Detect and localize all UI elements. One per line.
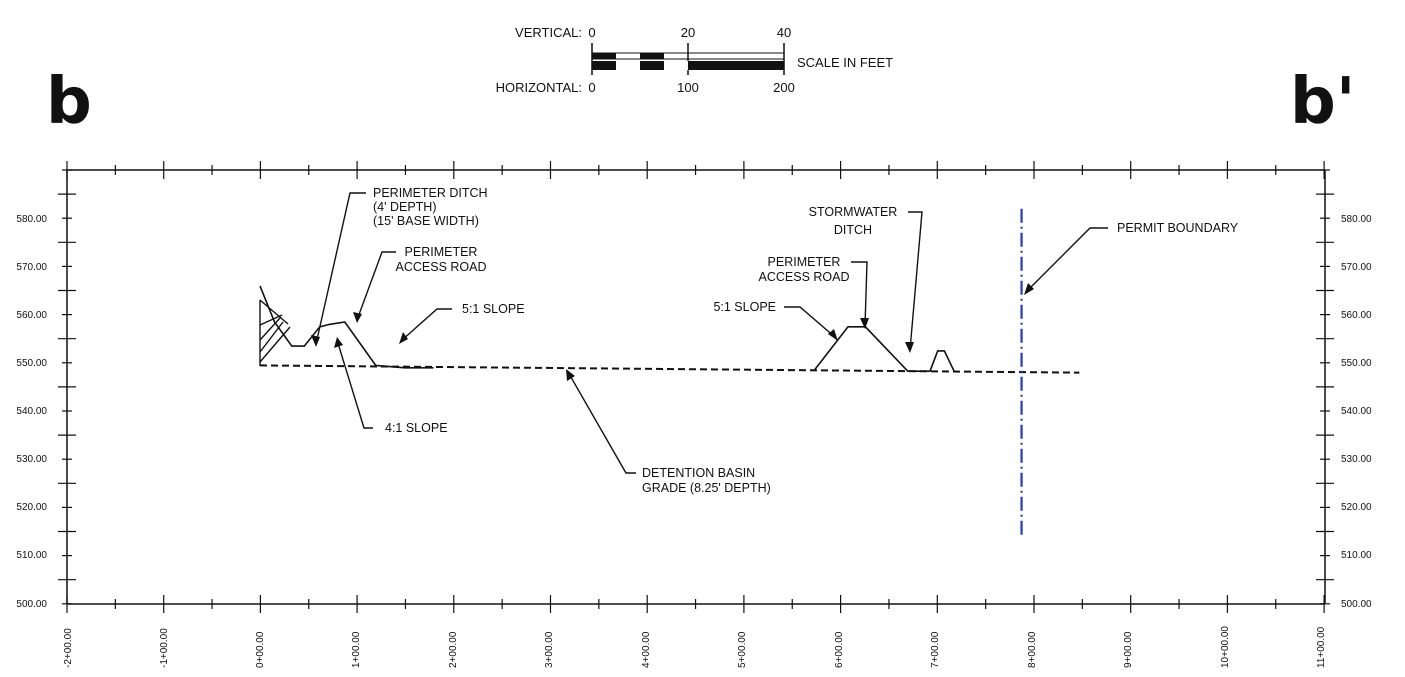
section-start-label: b <box>46 65 92 139</box>
station-label: 9+00.00 <box>1123 631 1134 668</box>
callout-text: PERIMETER DITCH <box>373 186 488 200</box>
station-label: 4+00.00 <box>641 631 652 668</box>
elev-label-right: 540.00 <box>1341 406 1372 417</box>
elevation-axis-right: 580.00 570.00 560.00 550.00 540.00 530.0… <box>1341 214 1372 610</box>
scale-vertical-tick-20: 20 <box>681 25 695 40</box>
callout-slope-left: 5:1 SLOPE <box>462 302 525 316</box>
ground-profile-left <box>259 285 434 369</box>
elev-label-left: 560.00 <box>16 310 47 321</box>
callout-stormwater-ditch: STORMWATER DITCH <box>809 205 898 237</box>
callout-leaders <box>315 192 1108 474</box>
elev-label-right: 510.00 <box>1341 550 1372 561</box>
station-label: 8+00.00 <box>1027 631 1038 668</box>
leader-perimeter-road-left <box>356 251 396 321</box>
callout-text: (15' BASE WIDTH) <box>373 214 479 228</box>
elev-label-right: 520.00 <box>1341 502 1372 513</box>
station-label: 7+00.00 <box>930 631 941 668</box>
detention-basin-grade-line <box>259 364 1080 374</box>
scale-units-label: SCALE IN FEET <box>797 55 893 70</box>
elev-label-left: 500.00 <box>16 599 47 610</box>
elev-label-right: 500.00 <box>1341 599 1372 610</box>
elev-label-left: 580.00 <box>16 214 47 225</box>
section-frame <box>66 169 1326 605</box>
scale-vertical-label: VERTICAL: <box>515 25 582 40</box>
leader-slope-left <box>400 308 452 342</box>
section-end-label: b' <box>1290 65 1356 139</box>
leader-perimeter-ditch <box>315 192 366 345</box>
scale-horizontal-label: HORIZONTAL: <box>496 80 582 95</box>
elev-label-right: 550.00 <box>1341 358 1372 369</box>
elev-label-left: 510.00 <box>16 550 47 561</box>
embankment-hatch <box>259 299 291 366</box>
scale-horizontal-tick-200: 200 <box>773 80 795 95</box>
callout-permit-boundary: PERMIT BOUNDARY <box>1117 221 1239 235</box>
elev-label-left: 530.00 <box>16 454 47 465</box>
station-label: 2+00.00 <box>448 631 459 668</box>
callout-perimeter-road-right: PERIMETER ACCESS ROAD <box>759 255 850 284</box>
elev-label-left: 550.00 <box>16 358 47 369</box>
callout-text: ACCESS ROAD <box>759 270 850 284</box>
callout-text: STORMWATER <box>809 205 898 219</box>
station-label: 3+00.00 <box>544 631 555 668</box>
elev-label-right: 560.00 <box>1341 310 1372 321</box>
station-axis: -2+00.00 -1+00.00 0+00.00 1+00.00 2+00.0… <box>63 626 1327 668</box>
leader-perimeter-road-right <box>851 261 868 327</box>
elev-label-right: 530.00 <box>1341 454 1372 465</box>
elev-label-left: 520.00 <box>16 502 47 513</box>
callout-text: PERIMETER <box>405 245 478 259</box>
leader-stormwater-ditch <box>908 211 923 351</box>
callout-text: PERIMETER <box>768 255 841 269</box>
callout-text: GRADE (8.25' DEPTH) <box>642 481 771 495</box>
callout-text: ACCESS ROAD <box>396 260 487 274</box>
callout-slope-right: 5:1 SLOPE <box>713 300 776 314</box>
ground-profile-right <box>813 325 955 373</box>
callout-slope-4to1: 4:1 SLOPE <box>385 421 448 435</box>
callout-arrowheads <box>311 283 1034 381</box>
frame-ticks <box>58 161 1334 613</box>
station-label: 0+00.00 <box>255 631 266 668</box>
station-label: 6+00.00 <box>834 631 845 668</box>
scale-vertical-tick-40: 40 <box>777 25 791 40</box>
scale-vertical-tick-0: 0 <box>588 25 595 40</box>
elev-label-left: 540.00 <box>16 406 47 417</box>
leader-slope-right <box>784 306 837 339</box>
leader-detention-basin <box>567 371 636 474</box>
station-label: 1+00.00 <box>351 631 362 668</box>
callout-text: DETENTION BASIN <box>642 466 755 480</box>
station-label: 5+00.00 <box>737 631 748 668</box>
station-label: 11+00.00 <box>1316 626 1327 668</box>
callout-perimeter-road-left: PERIMETER ACCESS ROAD <box>396 245 487 274</box>
leader-slope-4to1 <box>336 339 373 429</box>
elev-label-left: 570.00 <box>16 262 47 273</box>
callout-perimeter-ditch: PERIMETER DITCH (4' DEPTH) (15' BASE WID… <box>373 186 488 228</box>
station-label: -1+00.00 <box>159 628 170 668</box>
callout-text: DITCH <box>834 223 872 237</box>
scale-bar: VERTICAL: 0 20 40 SCALE IN FEET HORIZONT… <box>496 25 894 95</box>
station-label: 10+00.00 <box>1220 626 1231 668</box>
elevation-axis-left: 580.00 570.00 560.00 550.00 540.00 530.0… <box>16 214 47 610</box>
elev-label-right: 580.00 <box>1341 214 1372 225</box>
profile-geometry <box>259 208 1080 537</box>
station-label: -2+00.00 <box>63 628 74 668</box>
callout-text: (4' DEPTH) <box>373 200 437 214</box>
callout-detention-basin: DETENTION BASIN GRADE (8.25' DEPTH) <box>642 466 771 495</box>
scale-horizontal-tick-100: 100 <box>677 80 699 95</box>
leader-permit-boundary <box>1025 227 1108 293</box>
scale-horizontal-tick-0: 0 <box>588 80 595 95</box>
elev-label-right: 570.00 <box>1341 262 1372 273</box>
